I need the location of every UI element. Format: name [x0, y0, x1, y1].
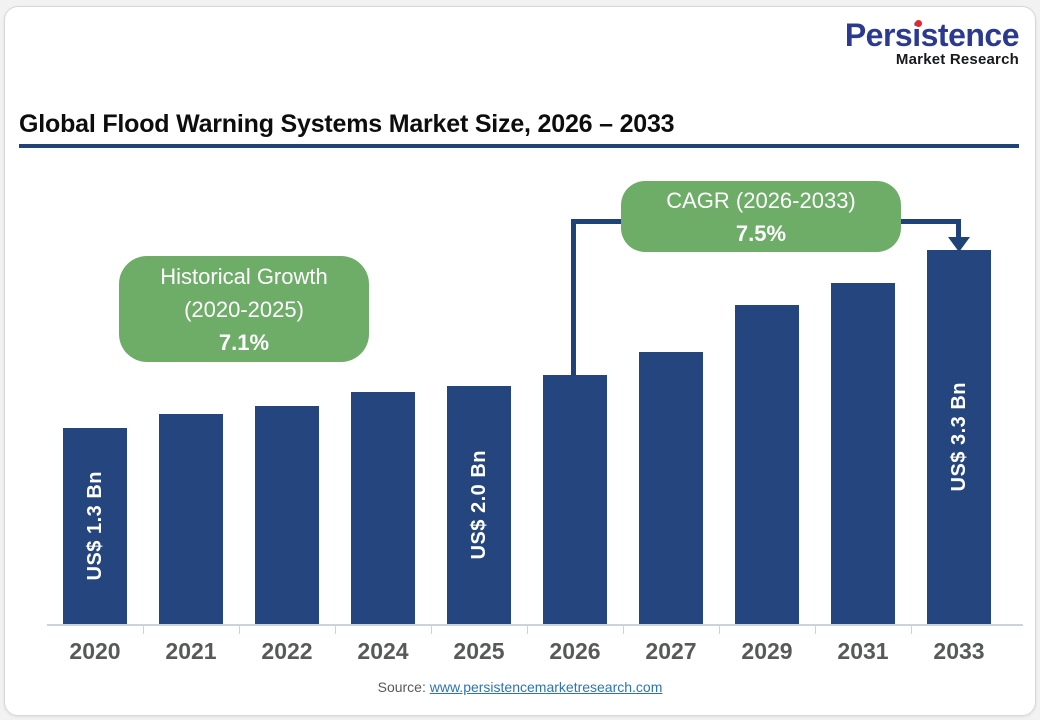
cagr-callout: CAGR (2026-2033) 7.5%: [621, 181, 901, 252]
plot-area: US$ 1.3 Bn US$ 2.0 Bn US$ 3.3 Bn: [47, 161, 1007, 624]
x-axis-label-2027: 2027: [645, 638, 697, 664]
bar-2027: [639, 352, 703, 624]
axis-tick: [623, 626, 624, 634]
connector-line-right-horizontal: [897, 219, 961, 224]
x-axis-label-2026: 2026: [549, 638, 601, 664]
bar-2033: US$ 3.3 Bn: [927, 250, 991, 624]
arrow-down-icon: [948, 237, 970, 252]
bar-column-2020: US$ 1.3 Bn: [47, 161, 143, 624]
logo-red-dot-icon: [914, 20, 922, 27]
bar-column-2026: [527, 161, 623, 624]
x-axis-line: [47, 624, 1023, 626]
bar-value-label-2025: US$ 2.0 Bn: [467, 450, 490, 560]
x-axis-labels: 2020 2021 2022 2024 2025 2026 2027 2029 2031 2033: [47, 638, 1007, 665]
historical-growth-callout: Historical Growth (2020-2025) 7.1%: [119, 256, 369, 362]
bar-2026: [543, 375, 607, 624]
bar-2031: [831, 283, 895, 624]
cagr-line1: CAGR (2026-2033): [666, 187, 856, 213]
axis-tick: [335, 626, 336, 634]
bar-2029: [735, 305, 799, 624]
axis-tick: [143, 626, 144, 634]
historical-growth-value: 7.1%: [218, 329, 270, 355]
bar-column-2027: [623, 161, 719, 624]
title-underline: [19, 144, 1019, 148]
x-axis-label-2024: 2024: [357, 638, 409, 664]
x-axis-label-2022: 2022: [261, 638, 313, 664]
historical-growth-line1: Historical Growth: [160, 263, 328, 289]
axis-tick: [431, 626, 432, 634]
cagr-value: 7.5%: [735, 220, 787, 246]
x-axis-label-2033: 2033: [933, 638, 985, 664]
logo-brand-text: Persistence: [844, 17, 1020, 53]
bar-2025: US$ 2.0 Bn: [447, 386, 511, 624]
logo-brand-word: Persistence: [844, 17, 1020, 53]
bar-2020: US$ 1.3 Bn: [63, 428, 127, 624]
logo-subtitle: Market Research: [895, 51, 1019, 68]
axis-tick: [719, 626, 720, 634]
bar-column-2021: [143, 161, 239, 624]
source-line: Source: www.persistencemarketresearch.co…: [5, 679, 1035, 695]
bar-column-2031: [815, 161, 911, 624]
axis-tick: [527, 626, 528, 634]
historical-growth-line2: (2020-2025): [184, 296, 304, 322]
page-title: Global Flood Warning Systems Market Size…: [19, 110, 675, 138]
axis-tick: [911, 626, 912, 634]
bar-2021: [159, 414, 223, 624]
bar-column-2024: [335, 161, 431, 624]
x-axis-label-2021: 2021: [165, 638, 217, 664]
bar-column-2033: US$ 3.3 Bn: [911, 161, 1007, 624]
source-link[interactable]: www.persistencemarketresearch.com: [429, 679, 663, 695]
logo: Persistence Market Research: [844, 17, 1020, 68]
bar-value-label-2033: US$ 3.3 Bn: [947, 382, 970, 492]
chart-card: Persistence Market Research Global Flood…: [4, 6, 1036, 716]
connector-line-left-horizontal: [571, 219, 631, 224]
bar-2022: [255, 406, 319, 624]
connector-line-right-vertical: [956, 219, 961, 239]
x-axis-label-2020: 2020: [69, 638, 121, 664]
bar-column-2025: US$ 2.0 Bn: [431, 161, 527, 624]
connector-line-left-vertical: [571, 219, 576, 376]
bar-column-2029: [719, 161, 815, 624]
bar-column-2022: [239, 161, 335, 624]
x-axis-label-2025: 2025: [453, 638, 505, 664]
source-prefix: Source:: [377, 679, 426, 695]
x-axis-label-2029: 2029: [741, 638, 793, 664]
axis-tick: [239, 626, 240, 634]
axis-tick: [815, 626, 816, 634]
bar-value-label-2020: US$ 1.3 Bn: [83, 471, 106, 581]
x-axis-label-2031: 2031: [837, 638, 889, 664]
bar-2024: [351, 392, 415, 624]
